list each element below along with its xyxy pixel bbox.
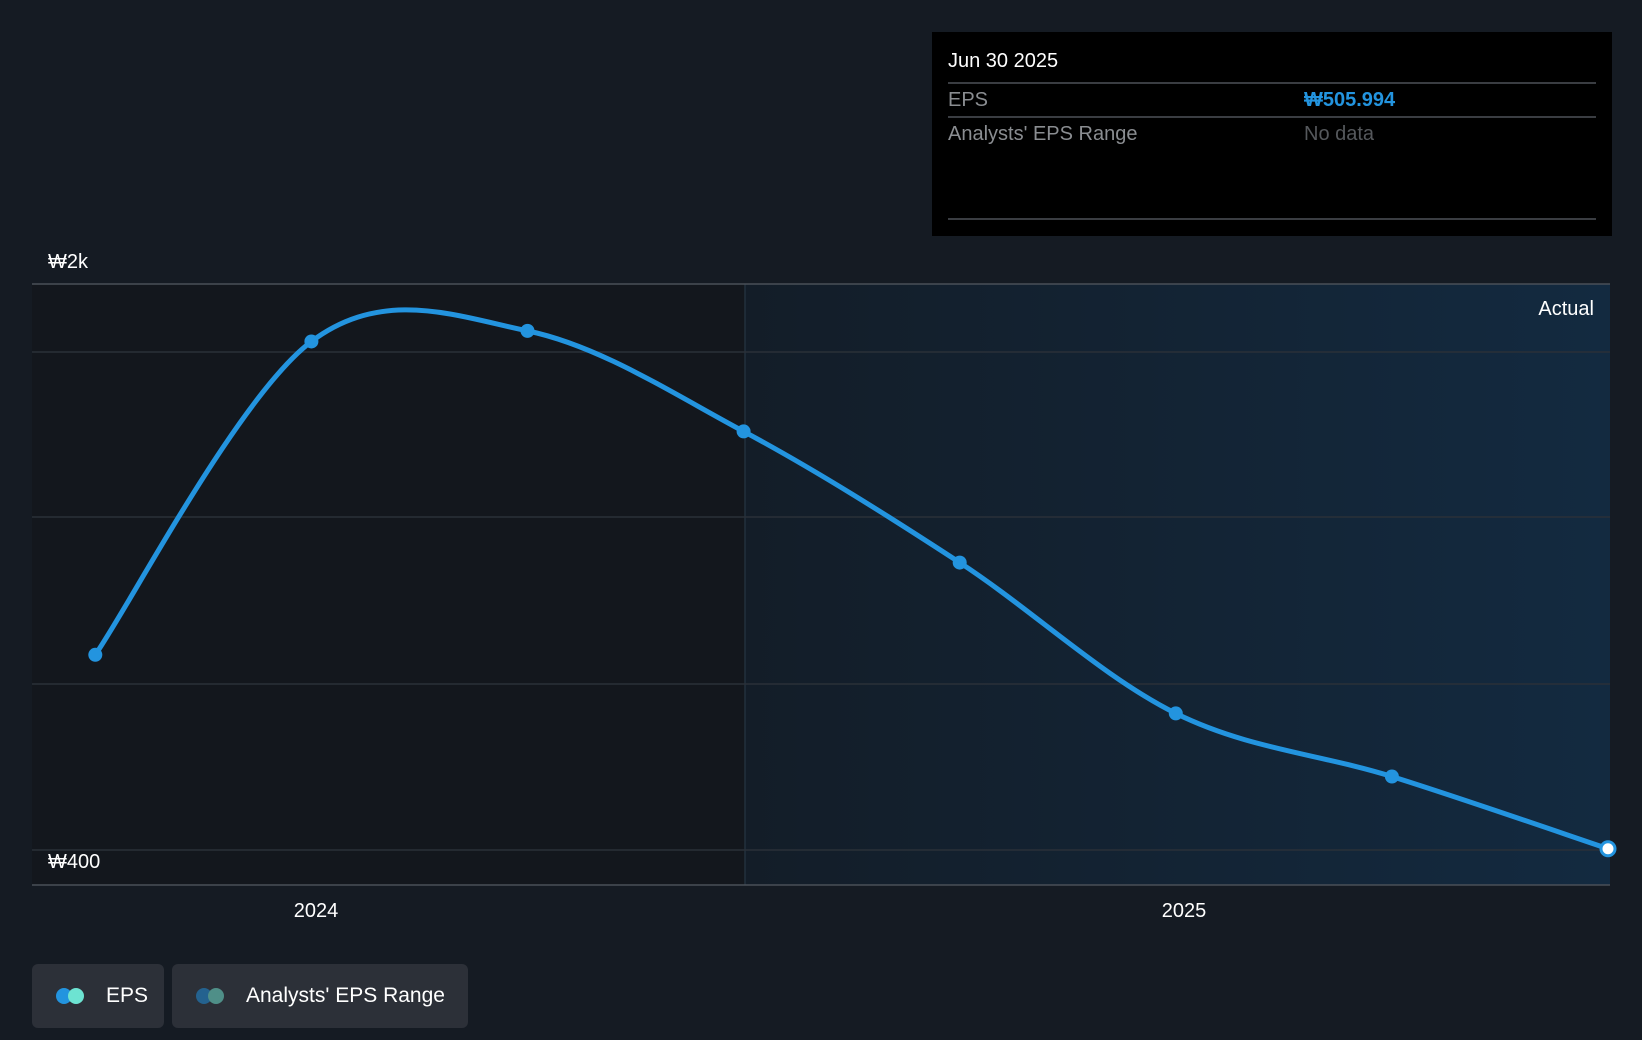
legend-label: EPS xyxy=(106,984,149,1007)
tooltip: Jun 30 2025 EPS ₩505.994 Analysts' EPS R… xyxy=(932,32,1612,236)
legend-item-eps[interactable]: EPS xyxy=(32,964,164,1028)
tooltip-row-range: Analysts' EPS Range No data xyxy=(948,116,1596,152)
eps-point[interactable] xyxy=(1384,769,1399,784)
legend-label: Analysts' EPS Range xyxy=(246,984,445,1007)
region-label-actual: Actual xyxy=(1538,298,1594,320)
actual-region xyxy=(745,284,1610,885)
past-region xyxy=(32,284,745,885)
tooltip-date: Jun 30 2025 xyxy=(948,50,1059,72)
eps-legend-icon xyxy=(56,988,86,1004)
eps-point[interactable] xyxy=(1168,706,1183,721)
range-legend-icon xyxy=(196,988,226,1004)
eps-point[interactable] xyxy=(736,424,751,439)
eps-point[interactable] xyxy=(304,334,319,349)
eps-point[interactable] xyxy=(520,323,535,338)
tooltip-value: No data xyxy=(1304,123,1375,145)
x-tick-label-2025: 2025 xyxy=(1162,900,1207,922)
y-tick-label-bottom: ₩400 xyxy=(48,851,100,873)
tooltip-label: EPS xyxy=(948,89,989,111)
legend-item-analysts-range[interactable]: Analysts' EPS Range xyxy=(172,964,468,1028)
eps-point[interactable] xyxy=(88,647,103,662)
tooltip-value: ₩505.994 xyxy=(1304,89,1396,111)
eps-point[interactable] xyxy=(1599,840,1617,858)
x-tick-label-2024: 2024 xyxy=(294,900,339,922)
tooltip-label: Analysts' EPS Range xyxy=(948,123,1138,145)
tooltip-row-eps: EPS ₩505.994 xyxy=(948,82,1596,118)
tooltip-divider xyxy=(948,218,1596,220)
y-tick-label-top: ₩2k xyxy=(48,251,89,273)
eps-point[interactable] xyxy=(952,555,967,570)
